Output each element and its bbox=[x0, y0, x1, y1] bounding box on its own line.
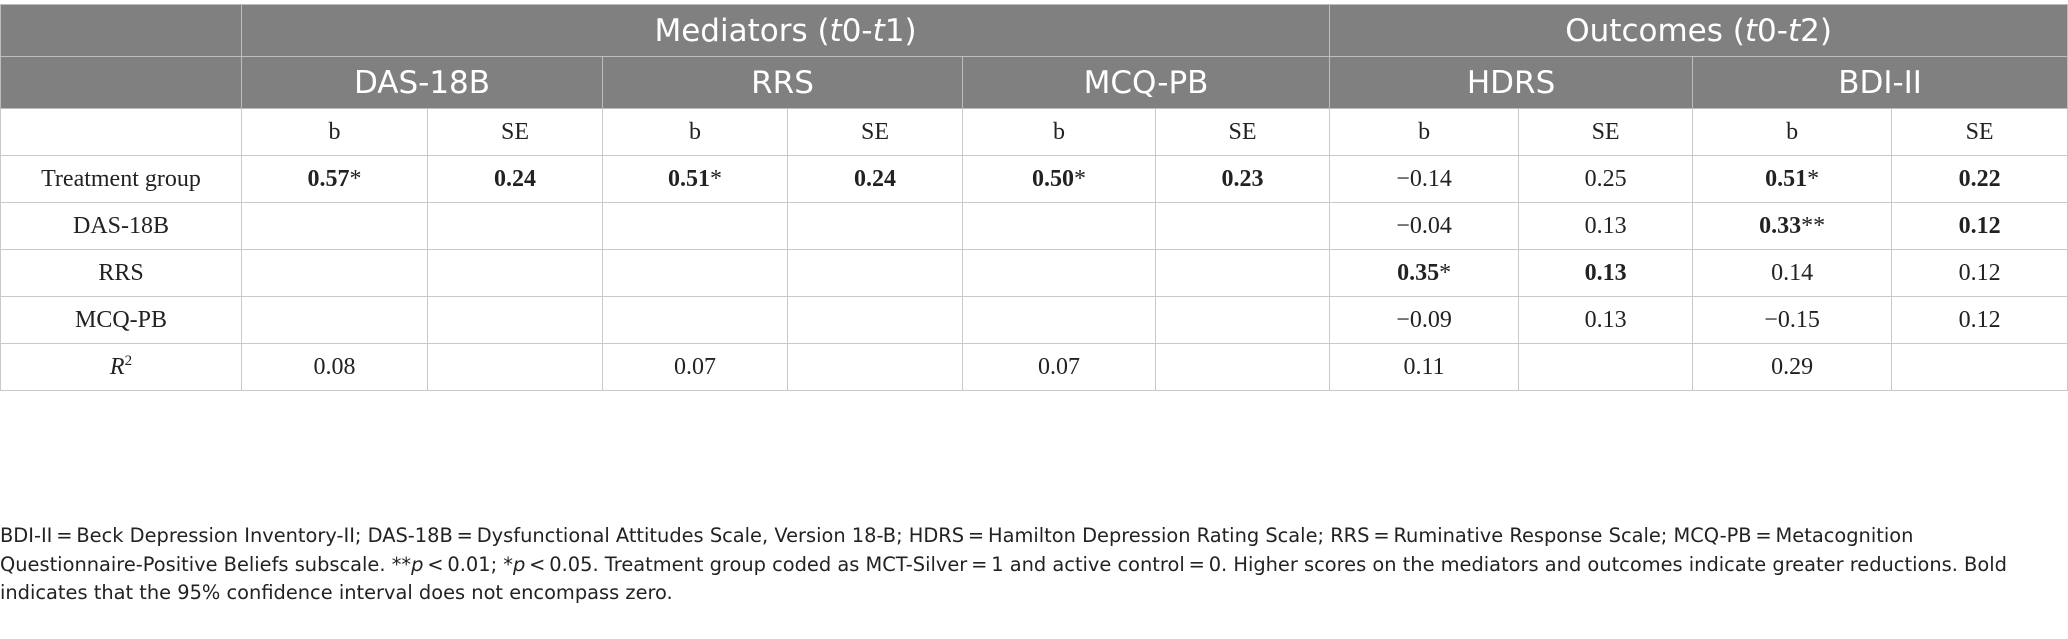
table-cell bbox=[787, 296, 963, 344]
table-cell bbox=[427, 343, 603, 391]
se-header: SE bbox=[1891, 108, 2068, 156]
table-cell bbox=[427, 249, 603, 297]
table-cell: 0.51* bbox=[602, 155, 788, 203]
table-cell: 0.07 bbox=[962, 343, 1156, 391]
row-label: RRS bbox=[0, 249, 242, 297]
row-label: DAS-18B bbox=[0, 202, 242, 250]
table-cell: −0.09 bbox=[1329, 296, 1520, 344]
footnote-text-3: < 0.05. Treatment group coded as MCT-Sil… bbox=[0, 552, 2007, 605]
row-label: R2 bbox=[0, 343, 242, 391]
table-cell: 0.35* bbox=[1329, 249, 1520, 297]
table-cell: 0.13 bbox=[1518, 202, 1694, 250]
corner-cell bbox=[0, 4, 242, 57]
table-cell: 0.57* bbox=[241, 155, 428, 203]
table-body: Treatment group 0.57* 0.24 0.51* 0.24 0.50* 0.… bbox=[0, 155, 2068, 391]
b-header: b bbox=[962, 108, 1156, 156]
table-cell: 0.11 bbox=[1329, 343, 1520, 391]
header-row-scales: DAS-18B RRS MCQ-PB HDRS BDI-II bbox=[0, 56, 2068, 109]
footnote-text-1: BDI-II = Beck Depression Inventory-II; D… bbox=[0, 524, 1914, 576]
table-row: RRS 0.35* 0.13 0.14 0.12 bbox=[0, 249, 2068, 297]
header-row-groups: Mediators (t0-t1) Outcomes (t0-t2) bbox=[0, 4, 2068, 57]
empty-cell bbox=[0, 108, 242, 156]
table-cell bbox=[241, 249, 428, 297]
table-row: Treatment group 0.57* 0.24 0.51* 0.24 0.50* 0.… bbox=[0, 155, 2068, 203]
table-cell bbox=[241, 202, 428, 250]
b-header: b bbox=[1329, 108, 1520, 156]
scale-header: RRS bbox=[602, 56, 963, 109]
se-header: SE bbox=[787, 108, 963, 156]
table-cell: 0.12 bbox=[1891, 249, 2068, 297]
table-cell bbox=[787, 249, 963, 297]
table-cell: 0.08 bbox=[241, 343, 428, 391]
table-cell: 0.24 bbox=[427, 155, 603, 203]
table-cell: 0.12 bbox=[1891, 296, 2068, 344]
table-cell bbox=[1518, 343, 1694, 391]
table-cell bbox=[962, 249, 1156, 297]
table-cell: 0.23 bbox=[1154, 155, 1331, 203]
table-cell: 0.13 bbox=[1518, 296, 1694, 344]
footnote-p-2: p bbox=[512, 552, 526, 576]
table-cell bbox=[962, 296, 1156, 344]
table-cell: 0.25 bbox=[1518, 155, 1694, 203]
scale-header: HDRS bbox=[1329, 56, 1694, 109]
table-cell bbox=[241, 296, 428, 344]
results-table: Mediators (t0-t1) Outcomes (t0-t2) DAS-1… bbox=[0, 4, 2068, 391]
table-cell: 0.07 bbox=[602, 343, 788, 391]
subheader-row: b SE b SE b SE b SE b SE bbox=[0, 108, 2068, 156]
table-cell: 0.13 bbox=[1518, 249, 1694, 297]
table-cell bbox=[787, 343, 963, 391]
table-footnote: BDI-II = Beck Depression Inventory-II; D… bbox=[0, 522, 2060, 608]
table-row: MCQ-PB −0.09 0.13 −0.15 0.12 bbox=[0, 296, 2068, 344]
se-header: SE bbox=[427, 108, 603, 156]
table-cell bbox=[1154, 249, 1331, 297]
b-header: b bbox=[1692, 108, 1893, 156]
scale-header: BDI-II bbox=[1692, 56, 2068, 109]
row-label: MCQ-PB bbox=[0, 296, 242, 344]
table-cell bbox=[962, 202, 1156, 250]
scale-header: DAS-18B bbox=[241, 56, 603, 109]
table-cell bbox=[1891, 343, 2068, 391]
se-header: SE bbox=[1518, 108, 1694, 156]
table-cell bbox=[602, 202, 788, 250]
table-cell bbox=[1154, 343, 1331, 391]
b-header: b bbox=[602, 108, 788, 156]
table-cell bbox=[602, 296, 788, 344]
table-cell bbox=[787, 202, 963, 250]
table-cell: 0.29 bbox=[1692, 343, 1893, 391]
scale-header: MCQ-PB bbox=[961, 56, 1331, 109]
footnote-p-1: p bbox=[411, 552, 424, 576]
outcomes-header: Outcomes (t0-t2) bbox=[1329, 4, 2068, 57]
table-cell bbox=[427, 296, 603, 344]
table-cell: 0.50* bbox=[962, 155, 1156, 203]
table-cell: 0.24 bbox=[787, 155, 963, 203]
table-row: R2 0.08 0.07 0.07 0.11 0.29 bbox=[0, 343, 2068, 391]
mediators-header: Mediators (t0-t1) bbox=[240, 4, 1331, 57]
table-cell: 0.22 bbox=[1891, 155, 2068, 203]
table-row: DAS-18B −0.04 0.13 0.33** 0.12 bbox=[0, 202, 2068, 250]
table-cell: 0.12 bbox=[1891, 202, 2068, 250]
b-header: b bbox=[241, 108, 428, 156]
table-cell: 0.51* bbox=[1692, 155, 1893, 203]
se-header: SE bbox=[1154, 108, 1331, 156]
table-cell: 0.33** bbox=[1692, 202, 1893, 250]
corner-cell bbox=[0, 56, 242, 109]
table-cell: −0.04 bbox=[1329, 202, 1520, 250]
table-cell: −0.14 bbox=[1329, 155, 1520, 203]
table-cell: 0.14 bbox=[1692, 249, 1893, 297]
table-cell bbox=[1154, 202, 1331, 250]
table-cell: −0.15 bbox=[1692, 296, 1893, 344]
footnote-text-2: < 0.01; * bbox=[423, 552, 513, 576]
table-cell bbox=[602, 249, 788, 297]
table-cell bbox=[427, 202, 603, 250]
row-label: Treatment group bbox=[0, 155, 242, 203]
table-cell bbox=[1154, 296, 1331, 344]
